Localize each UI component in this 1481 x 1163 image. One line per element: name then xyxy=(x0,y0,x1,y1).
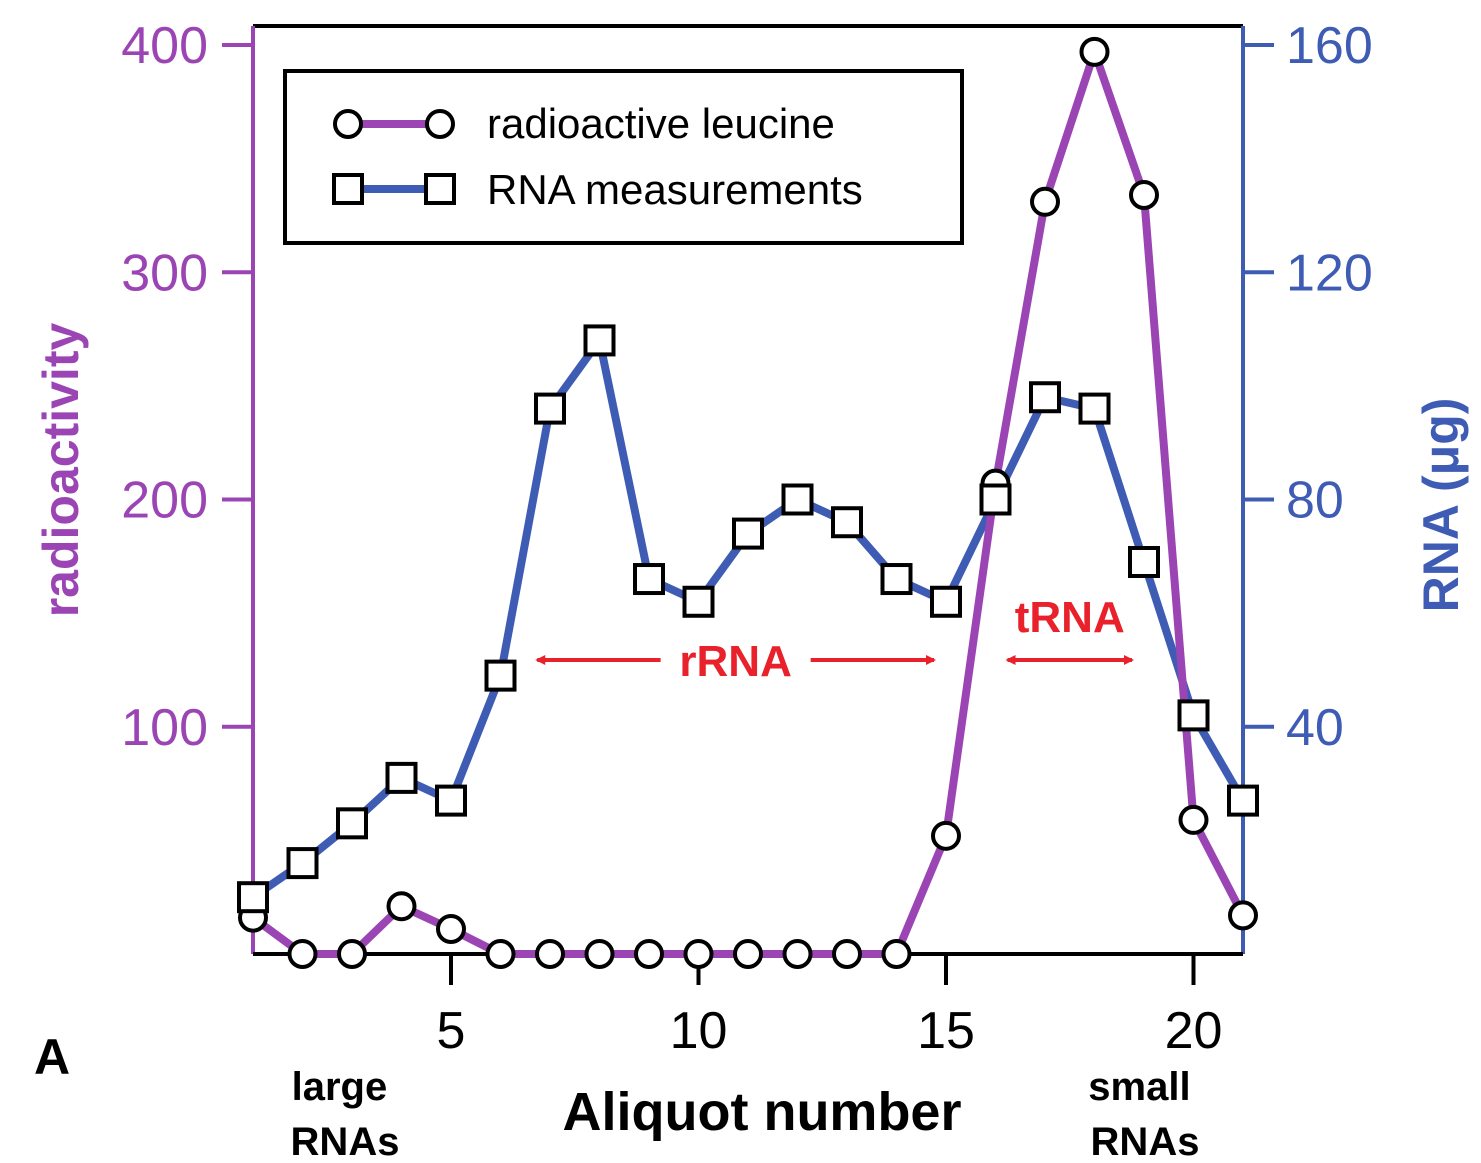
rna-point xyxy=(385,761,418,794)
y-left-tick-label: 200 xyxy=(121,472,208,530)
trna-label: tRNA xyxy=(1015,593,1125,642)
rna-point xyxy=(979,483,1012,516)
radioactivity-point xyxy=(1030,186,1060,217)
rna-point xyxy=(930,585,962,618)
radioactivity-point xyxy=(485,939,516,969)
rna-point xyxy=(781,483,814,516)
x-tick-label: 5 xyxy=(437,1002,466,1060)
rna-point xyxy=(1227,784,1259,817)
radioactivity-point xyxy=(1129,179,1159,210)
radioactivity-point xyxy=(535,939,565,969)
rna-point xyxy=(336,807,368,840)
rna-point xyxy=(1177,699,1210,732)
legend-marker-circle xyxy=(333,109,363,139)
x-tick-label: 10 xyxy=(670,1002,728,1060)
x-tick-label: 15 xyxy=(917,1002,975,1060)
radioactivity-point xyxy=(733,939,763,969)
rna-point xyxy=(633,563,665,596)
radioactivity-point xyxy=(584,939,615,969)
radioactivity-point xyxy=(782,939,813,969)
radioactivity-point xyxy=(881,939,912,969)
y-left-tick-label: 100 xyxy=(121,699,208,757)
rna-point xyxy=(484,659,517,692)
rrna-label: rRNA xyxy=(679,637,791,686)
series-markers xyxy=(237,36,1259,969)
x-tick-label: 20 xyxy=(1165,1002,1223,1060)
radioactivity-point xyxy=(931,820,961,851)
rna-point xyxy=(583,324,616,357)
rna-point xyxy=(831,506,863,539)
x-note-large-rnas: large RNAs xyxy=(291,1065,400,1163)
radioactivity-point xyxy=(436,914,466,945)
legend-label-rna: RNA measurements xyxy=(487,166,863,213)
legend-marker-square xyxy=(332,173,364,205)
radioactivity-point xyxy=(386,891,417,922)
radioactivity-point xyxy=(683,939,714,969)
legend: radioactive leucine RNA measurements xyxy=(283,69,964,245)
rna-point xyxy=(534,392,566,425)
x-note-small-rnas: small RNAs xyxy=(1088,1065,1201,1163)
y-axis-right-label: RNA (μg) xyxy=(1413,398,1469,613)
rna-point xyxy=(732,517,764,550)
radioactivity-point xyxy=(1079,36,1110,67)
rna-point xyxy=(237,881,269,914)
rna-point xyxy=(1128,545,1160,578)
rna-point xyxy=(880,563,913,596)
radioactivity-point xyxy=(1178,804,1209,835)
radioactivity-point xyxy=(634,939,664,969)
radioactivity-point xyxy=(287,939,318,969)
y-left-tick-label: 400 xyxy=(121,17,208,75)
y-right-tick-label: 40 xyxy=(1286,699,1344,757)
rna-point xyxy=(1029,381,1061,414)
rna-point xyxy=(435,784,467,817)
axis-ticks: 100 200 300 400 40 80 120 160 5 10 15 20 xyxy=(121,17,1373,1060)
rna-point xyxy=(682,585,715,618)
y-axis-left-label: radioactivity xyxy=(33,323,89,618)
legend-marker-square xyxy=(424,173,456,205)
legend-box xyxy=(283,69,964,245)
radioactivity-point xyxy=(1228,900,1258,931)
radioactivity-point xyxy=(337,939,367,969)
y-left-tick-label: 300 xyxy=(121,244,208,302)
y-right-tick-label: 80 xyxy=(1286,472,1344,530)
panel-label: A xyxy=(34,1029,70,1085)
legend-label-radioactivity: radioactive leucine xyxy=(487,100,835,147)
annotations: rRNA tRNA xyxy=(535,593,1134,686)
rna-point xyxy=(286,847,319,880)
y-right-tick-label: 120 xyxy=(1286,244,1373,302)
x-axis-label: Aliquot number xyxy=(563,1082,962,1142)
legend-marker-circle xyxy=(425,109,455,139)
rna-point xyxy=(1078,392,1111,425)
y-right-tick-label: 160 xyxy=(1286,17,1373,75)
radioactivity-point xyxy=(832,939,862,969)
